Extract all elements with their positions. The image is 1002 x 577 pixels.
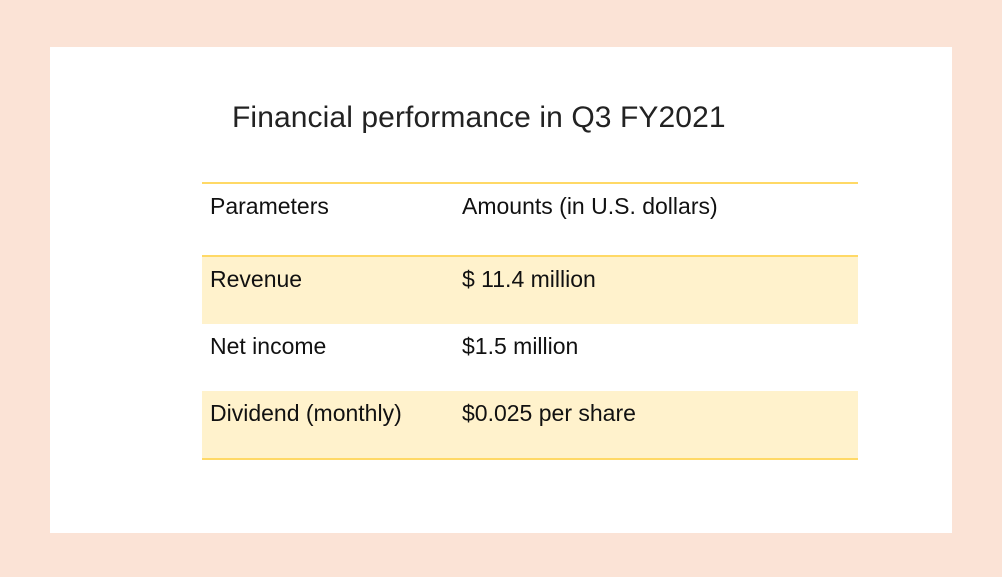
table-row: Net income $1.5 million xyxy=(202,324,858,391)
header-amounts: Amounts (in U.S. dollars) xyxy=(462,193,718,219)
table-row: Dividend (monthly) $0.025 per share xyxy=(202,391,858,458)
financial-table: Parameters Amounts (in U.S. dollars) Rev… xyxy=(202,182,858,460)
row-net-income-label: Net income xyxy=(210,333,327,359)
slide-title: Financial performance in Q3 FY2021 xyxy=(232,101,726,134)
header-parameters: Parameters xyxy=(210,193,329,219)
row-net-income-value: $1.5 million xyxy=(462,333,579,359)
table-header-row: Parameters Amounts (in U.S. dollars) xyxy=(202,184,858,257)
row-revenue-label: Revenue xyxy=(210,266,303,292)
row-dividend-label: Dividend (monthly) xyxy=(210,400,402,426)
row-revenue-value: $ 11.4 million xyxy=(462,266,596,292)
slide: Financial performance in Q3 FY2021 Param… xyxy=(50,47,952,533)
row-dividend-value: $0.025 per share xyxy=(462,400,636,426)
table-row: Revenue $ 11.4 million xyxy=(202,257,858,324)
